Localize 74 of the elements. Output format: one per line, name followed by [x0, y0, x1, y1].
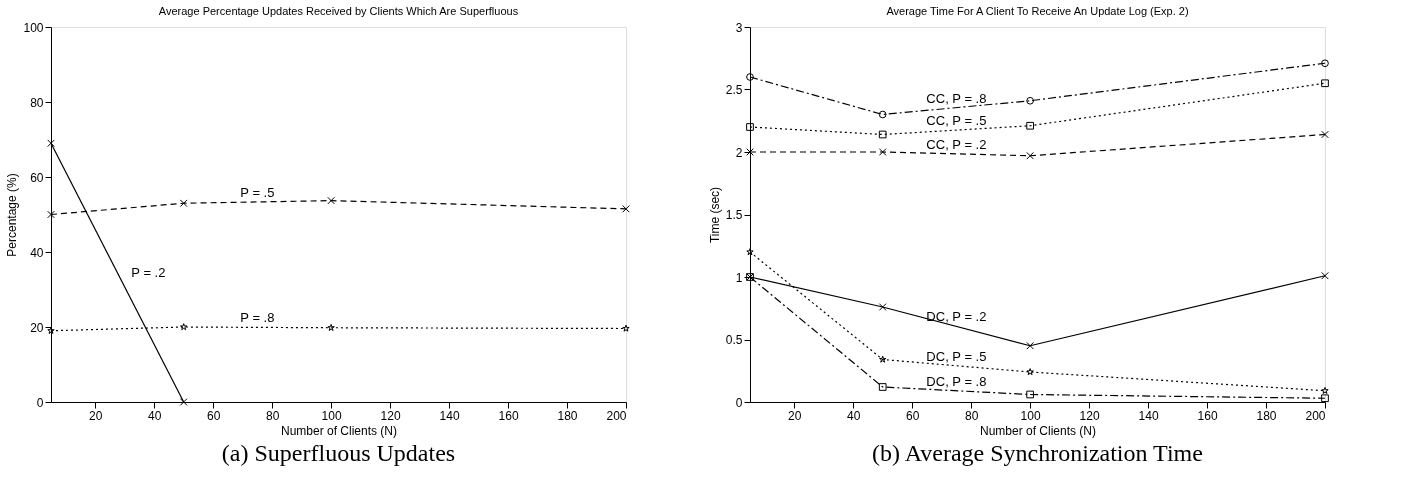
y-axis-title: Percentage (%) — [5, 173, 20, 257]
point — [878, 130, 887, 139]
point — [1026, 96, 1034, 105]
point — [1321, 386, 1329, 394]
point — [622, 324, 630, 332]
x-tick-label: 20 — [89, 408, 103, 423]
x-tick-label: 200 — [1305, 408, 1326, 423]
x-tick-label: 140 — [439, 408, 460, 423]
y-tick-label: 40 — [30, 245, 44, 260]
x-tick-label: 20 — [788, 408, 802, 423]
x-tick-label: 120 — [1079, 408, 1100, 423]
series-label: P = .2 — [131, 264, 166, 280]
x-axis-title: Number of Clients (N) — [280, 423, 398, 438]
series-label: P = .5 — [240, 184, 275, 200]
point — [878, 148, 887, 156]
point — [622, 205, 630, 213]
x-tick-label: 40 — [148, 408, 162, 423]
point — [1321, 394, 1329, 403]
x-tick-label: 140 — [1138, 408, 1159, 423]
x-tick-label: 100 — [321, 408, 342, 423]
y-tick-label: 1 — [735, 270, 743, 285]
series-label: CC, P = .5 — [926, 113, 987, 129]
point — [878, 110, 887, 119]
point — [746, 123, 754, 131]
point — [879, 355, 887, 363]
point — [746, 248, 754, 256]
point — [746, 73, 754, 81]
series-label: P = .8 — [240, 310, 275, 326]
y-tick-label: 2.5 — [725, 83, 743, 97]
y-tick-label: 20 — [30, 320, 44, 335]
y-tick-label: 0 — [36, 395, 44, 410]
y-tick-label: 80 — [30, 95, 44, 110]
point — [1026, 151, 1034, 160]
y-tick-label: 0 — [735, 395, 743, 410]
x-tick-label: 120 — [380, 408, 401, 423]
series-label: CC, P = .8 — [926, 90, 987, 106]
x-tick-label: 100 — [1020, 408, 1041, 423]
x-tick-label: 200 — [606, 408, 627, 423]
y-tick-label: 100 — [23, 20, 44, 35]
y-tick-label: 1.5 — [725, 208, 743, 222]
series-label: DC, P = .8 — [926, 373, 987, 389]
point — [1321, 271, 1329, 280]
y-tick-label: 2 — [735, 145, 743, 160]
point — [1026, 341, 1034, 350]
x-tick-label: 160 — [498, 408, 519, 423]
text: (a) Superfluous Updates — [221, 440, 456, 466]
x-tick-label: 180 — [1256, 408, 1277, 423]
y-tick-label: 0.5 — [725, 333, 743, 347]
x-tick-label: 180 — [557, 408, 578, 423]
point — [1026, 121, 1034, 130]
y-tick-label: 3 — [735, 20, 743, 35]
point — [327, 323, 335, 331]
series-label: DC, P = .5 — [926, 348, 987, 364]
series-label: CC, P = .2 — [926, 136, 987, 152]
point — [878, 383, 887, 391]
point — [180, 323, 188, 331]
y-tick-label: 60 — [30, 170, 44, 185]
point — [878, 303, 887, 311]
series-label: DC, P = .2 — [926, 309, 987, 325]
point — [1321, 59, 1329, 68]
x-tick-label: 40 — [847, 408, 861, 423]
x-tick-label: 160 — [1197, 408, 1218, 423]
chart-title: Average Percentage Updates Received by Clients Which Are Superfluous — [158, 5, 519, 17]
x-tick-label: 60 — [207, 408, 221, 423]
text: (b) Average Synchronization Time — [872, 440, 1203, 466]
point — [1026, 368, 1034, 376]
x-tick-label: 80 — [265, 408, 280, 423]
chart-title: Average Time For A Client To Receive An Update Log (Exp. 2) — [886, 5, 1189, 17]
y-axis-title: Time (sec) — [707, 186, 722, 244]
point — [1321, 79, 1329, 88]
point — [1026, 390, 1034, 399]
x-axis-title: Number of Clients (N) — [979, 423, 1097, 438]
x-tick-label: 80 — [964, 408, 979, 423]
x-tick-label: 60 — [906, 408, 920, 423]
